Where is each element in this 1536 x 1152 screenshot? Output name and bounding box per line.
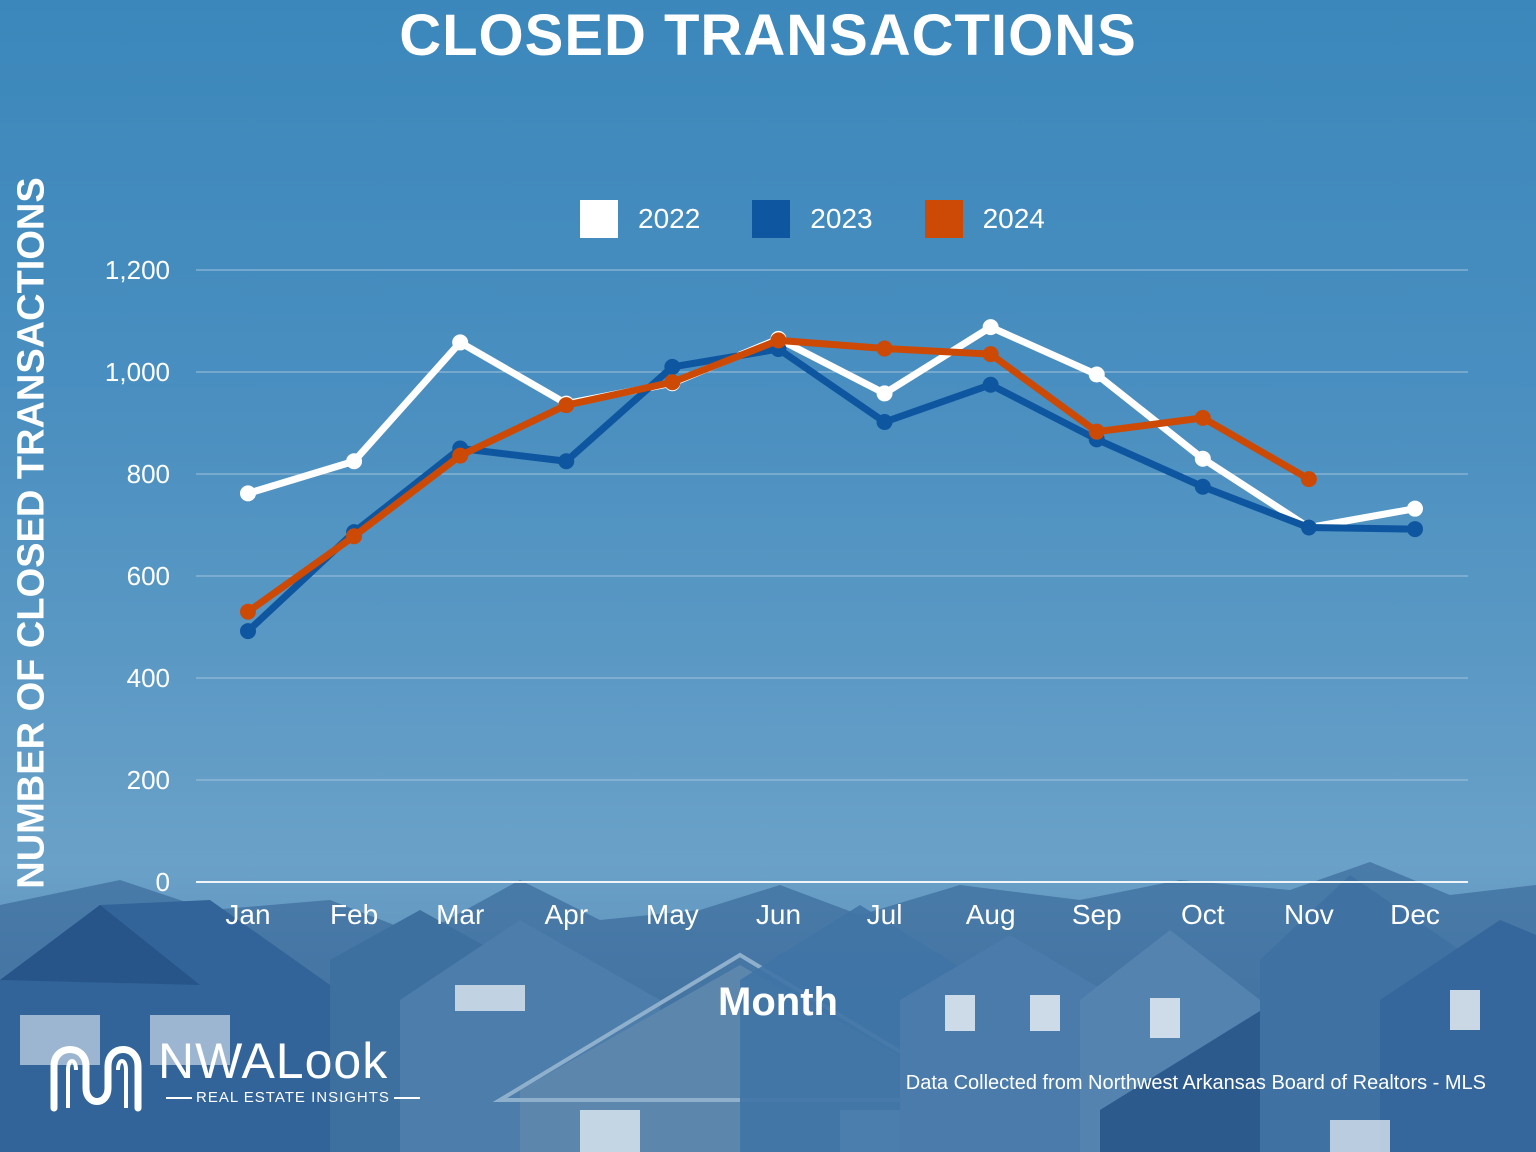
series-line-2024	[244, 336, 1313, 616]
y-tick-label: 400	[127, 663, 170, 693]
data-point-2023-dec	[1407, 521, 1423, 538]
data-point-2022-oct	[1194, 450, 1211, 467]
gridlines	[196, 269, 1468, 883]
x-axis-title: Month	[718, 980, 838, 1024]
x-tick-labels: Jan Feb Mar Apr May Jun Jul Aug Sep Oct Nov Dec	[225, 899, 1439, 930]
data-point-2023-aug	[982, 376, 999, 393]
x-tick-label: Dec	[1390, 899, 1440, 930]
x-tick-label: Jun	[756, 899, 801, 930]
data-point-2022-jan	[240, 485, 256, 502]
data-point-2022-jul	[876, 385, 893, 402]
data-point-2022-mar	[452, 334, 469, 351]
data-point-2024-sep	[1088, 423, 1105, 440]
x-tick-label: Nov	[1284, 899, 1334, 930]
data-point-2024-jul	[876, 340, 893, 357]
y-tick-label: 200	[127, 765, 170, 795]
logo-mark-icon	[50, 1046, 142, 1112]
legend-label-2022: 2022	[638, 203, 701, 234]
legend-swatch-2022	[580, 200, 618, 238]
x-tick-label: Mar	[436, 899, 484, 930]
data-point-2024-jun	[770, 332, 787, 349]
series-lines	[240, 319, 1423, 640]
y-tick-labels: 0 200 400 600 800 1,000 1,200	[105, 255, 170, 897]
data-point-2023-may	[664, 358, 681, 375]
y-tick-label: 1,200	[105, 255, 170, 285]
x-tick-label: Sep	[1072, 899, 1122, 930]
data-point-2024-jan	[240, 603, 256, 620]
data-point-2023-jan	[240, 623, 256, 640]
series-line-2023	[244, 345, 1419, 635]
legend-item-2024[interactable]: 2024	[924, 200, 1045, 238]
source-note: Data Collected from Northwest Arkansas B…	[905, 1072, 1486, 1094]
y-tick-label: 1,000	[105, 357, 170, 387]
y-tick-label: 800	[127, 459, 170, 489]
logo-wordmark: NWALook	[158, 1033, 389, 1089]
series-line-2022	[244, 323, 1419, 532]
x-tick-label: Oct	[1181, 899, 1225, 930]
y-tick-label: 600	[127, 561, 170, 591]
x-tick-label: Apr	[544, 899, 588, 930]
legend-swatch-2023	[752, 200, 791, 238]
data-point-2023-jul	[876, 413, 893, 430]
data-point-2024-oct	[1194, 409, 1211, 426]
x-tick-label: Feb	[330, 899, 378, 930]
data-point-2024-mar	[452, 447, 469, 464]
series-2024	[240, 332, 1317, 620]
legend-label-2024: 2024	[982, 203, 1045, 234]
chart-title: CLOSED TRANSACTIONS	[399, 3, 1137, 68]
legend-swatch-2024	[924, 200, 963, 238]
x-tick-label: Aug	[966, 899, 1016, 930]
data-point-2024-may	[664, 374, 681, 391]
x-tick-label: Jul	[867, 899, 903, 930]
data-point-2022-feb	[346, 453, 363, 470]
data-point-2023-oct	[1194, 478, 1211, 495]
data-point-2023-apr	[558, 453, 575, 470]
data-point-2022-dec	[1407, 500, 1423, 517]
nwalook-logo: NWALook REAL ESTATE INSIGHTS	[48, 1033, 428, 1112]
data-point-2024-nov	[1300, 471, 1317, 488]
legend-label-2023: 2023	[810, 203, 873, 234]
legend-item-2022[interactable]: 2022	[580, 200, 700, 238]
y-tick-label: 0	[156, 867, 170, 897]
data-point-2024-feb	[346, 528, 363, 545]
data-point-2022-aug	[982, 319, 999, 336]
x-tick-label: Jan	[225, 899, 270, 930]
y-axis-title: NUMBER OF CLOSED TRANSACTIONS	[10, 177, 53, 889]
data-point-2024-apr	[558, 397, 575, 414]
logo-tagline: REAL ESTATE INSIGHTS	[162, 1089, 424, 1106]
legend: 2022 2023 2024	[580, 200, 1045, 238]
legend-item-2023[interactable]: 2023	[752, 200, 873, 238]
x-tick-label: May	[646, 899, 699, 930]
data-point-2024-aug	[982, 346, 999, 363]
data-point-2023-nov	[1300, 519, 1317, 536]
data-point-2022-sep	[1088, 366, 1105, 383]
